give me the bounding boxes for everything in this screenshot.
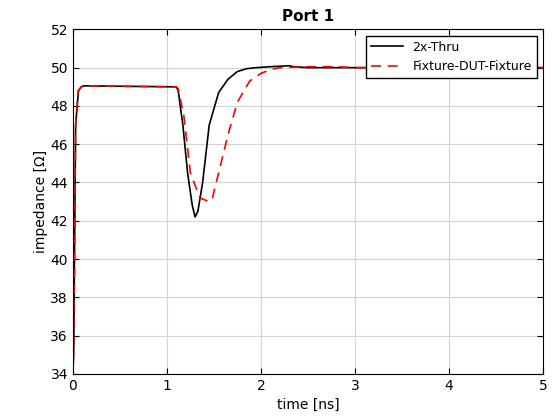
2x-Thru (69, 362, 76, 367)
2x-Thru (234, 69, 241, 74)
Fixture-DUT-Fixture (75, 88, 82, 93)
Fixture-DUT-Fixture (203, 198, 210, 203)
Fixture-DUT-Fixture (215, 171, 222, 176)
Y-axis label: impedance [Ω]: impedance [Ω] (34, 150, 48, 253)
2x-Thru (72, 123, 79, 128)
2x-Thru (253, 65, 260, 70)
Fixture-DUT-Fixture (70, 362, 77, 367)
Fixture-DUT-Fixture (277, 65, 283, 70)
Fixture-DUT-Fixture (82, 83, 88, 88)
2x-Thru (199, 180, 206, 185)
Fixture-DUT-Fixture (258, 71, 264, 76)
2x-Thru (192, 214, 198, 219)
2x-Thru (291, 64, 297, 69)
Fixture-DUT-Fixture (78, 84, 85, 89)
Title: Port 1: Port 1 (282, 9, 334, 24)
2x-Thru (168, 84, 175, 89)
2x-Thru (215, 90, 222, 95)
Fixture-DUT-Fixture (206, 199, 213, 204)
2x-Thru (78, 84, 85, 89)
2x-Thru (81, 83, 87, 88)
Fixture-DUT-Fixture (71, 343, 77, 348)
2x-Thru (225, 76, 231, 81)
Fixture-DUT-Fixture (267, 67, 274, 72)
2x-Thru (305, 65, 311, 70)
2x-Thru (540, 65, 547, 70)
X-axis label: time [ns]: time [ns] (277, 398, 339, 412)
2x-Thru (175, 88, 181, 93)
2x-Thru (69, 65, 76, 70)
Fixture-DUT-Fixture (69, 362, 76, 367)
2x-Thru (286, 63, 292, 68)
Line: 2x-Thru: 2x-Thru (73, 66, 543, 364)
Fixture-DUT-Fixture (175, 86, 181, 91)
Fixture-DUT-Fixture (173, 84, 180, 89)
2x-Thru (244, 66, 250, 71)
Legend: 2x-Thru, Fixture-DUT-Fixture: 2x-Thru, Fixture-DUT-Fixture (366, 36, 537, 78)
Fixture-DUT-Fixture (180, 113, 187, 118)
Fixture-DUT-Fixture (72, 123, 79, 128)
2x-Thru (189, 203, 195, 208)
2x-Thru (206, 123, 213, 128)
Fixture-DUT-Fixture (305, 64, 311, 69)
Fixture-DUT-Fixture (352, 65, 358, 70)
2x-Thru (70, 362, 77, 367)
Fixture-DUT-Fixture (168, 84, 175, 89)
Fixture-DUT-Fixture (246, 79, 253, 84)
2x-Thru (194, 209, 201, 214)
2x-Thru (267, 64, 274, 69)
2x-Thru (184, 171, 191, 176)
Fixture-DUT-Fixture (197, 195, 203, 200)
2x-Thru (71, 343, 77, 348)
Fixture-DUT-Fixture (69, 65, 76, 70)
Fixture-DUT-Fixture (209, 197, 216, 202)
2x-Thru (173, 84, 180, 89)
Fixture-DUT-Fixture (225, 132, 231, 137)
Line: Fixture-DUT-Fixture: Fixture-DUT-Fixture (73, 67, 543, 364)
2x-Thru (180, 123, 186, 128)
Fixture-DUT-Fixture (234, 100, 241, 105)
2x-Thru (75, 88, 82, 93)
Fixture-DUT-Fixture (333, 64, 339, 69)
Fixture-DUT-Fixture (187, 171, 194, 176)
Fixture-DUT-Fixture (540, 65, 547, 70)
